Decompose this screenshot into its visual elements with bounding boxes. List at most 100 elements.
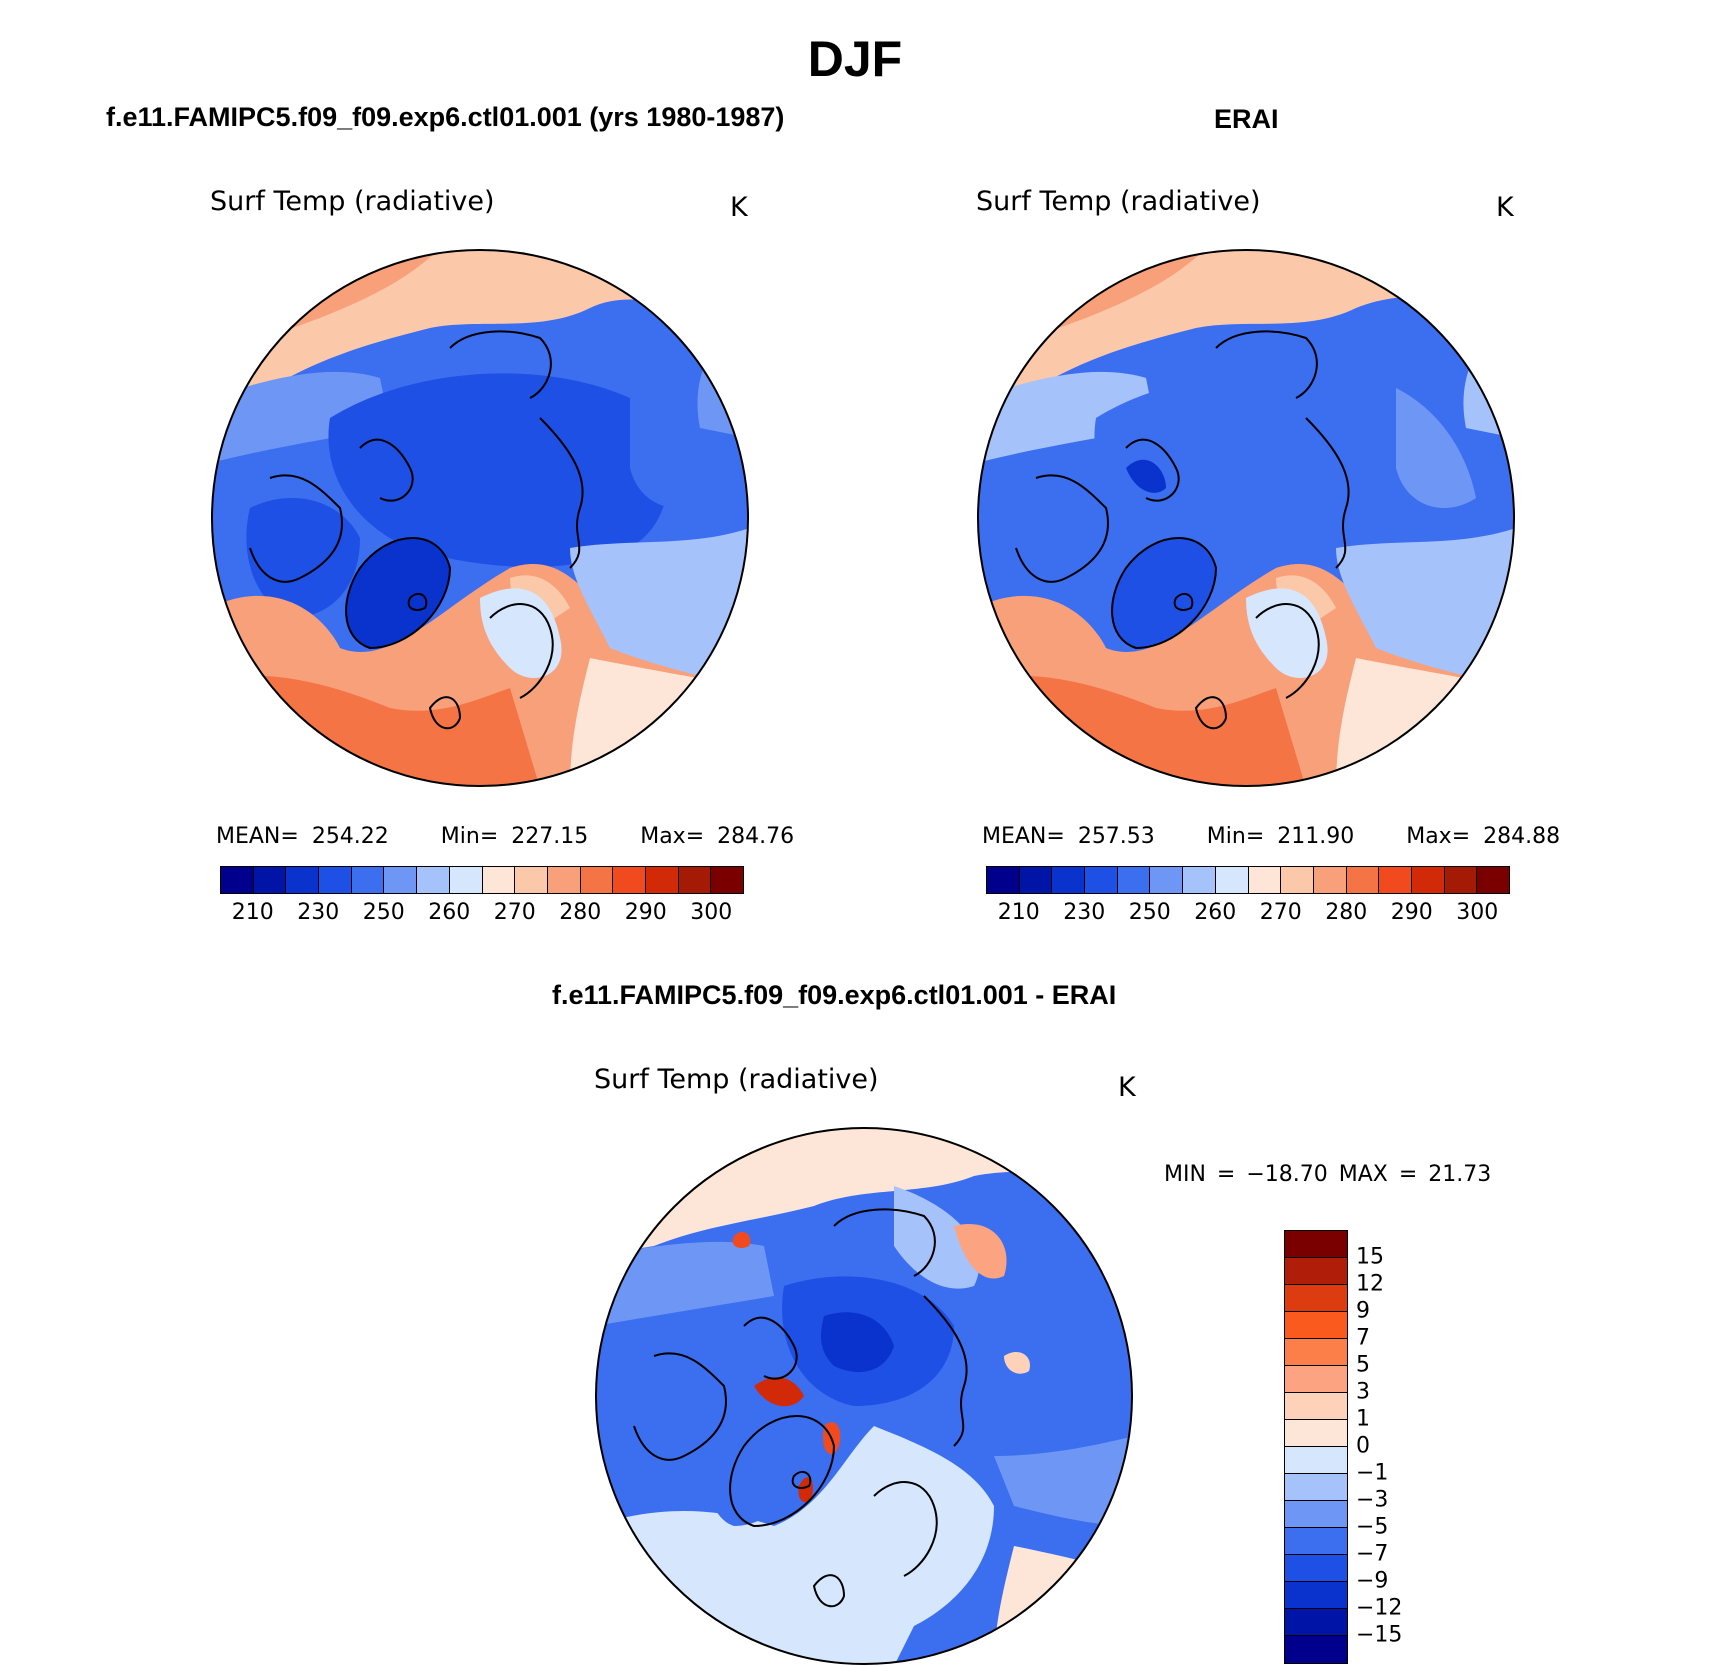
panel-2-colorbar-swatch	[1313, 867, 1347, 893]
diff-colorbar-swatch	[1285, 1393, 1347, 1420]
panel-2-colorbar-tick-label: 300	[1456, 900, 1499, 925]
diff-colorbar-tick-label: −5	[1356, 1514, 1389, 1540]
panel-1-colorbar-swatch	[645, 867, 679, 893]
diff-colorbar-tick-label: −3	[1356, 1487, 1389, 1513]
panel-1-colorbar-swatch	[547, 867, 581, 893]
panel-2-colorbar-tick-label: 260	[1194, 900, 1237, 925]
panel-2-colorbar-swatch	[1248, 867, 1282, 893]
panel-2-colorbar-swatch	[1019, 867, 1053, 893]
diff-colorbar-swatch	[1285, 1231, 1347, 1258]
panel-2-title: ERAI	[1214, 104, 1279, 134]
diff-colorbar-tick-label: 5	[1356, 1352, 1370, 1378]
panel-1-colorbar-tick-label: 250	[362, 900, 405, 925]
panel-2-colorbar-swatch	[1444, 867, 1478, 893]
diff-panel-variable-label: Surf Temp (radiative)	[594, 1064, 879, 1095]
diff-colorbar-tick-label: −9	[1356, 1568, 1389, 1594]
diff-colorbar-swatch	[1285, 1582, 1347, 1609]
diff-colorbar-swatch	[1285, 1474, 1347, 1501]
panel-1-colorbar-tick-label: 210	[231, 900, 274, 925]
panel-1-max: Max= 284.76	[640, 824, 795, 849]
panel-2-colorbar-ticks: 210 230 250 260 270 280 290 300	[986, 900, 1510, 930]
panel-2-colorbar-tick-label: 250	[1128, 900, 1171, 925]
diff-colorbar-swatch	[1285, 1420, 1347, 1447]
panel-1-colorbar	[220, 866, 744, 894]
panel-2-mean: MEAN= 257.53	[982, 824, 1155, 849]
diff-colorbar-swatch	[1285, 1312, 1347, 1339]
diff-colorbar	[1284, 1230, 1348, 1664]
diff-colorbar-swatch	[1285, 1555, 1347, 1582]
panel-2-colorbar-swatch	[1281, 867, 1314, 893]
diff-colorbar-swatch	[1285, 1366, 1347, 1393]
diff-colorbar-tick-label: 7	[1356, 1325, 1370, 1351]
panel-1-min: Min= 227.15	[440, 824, 589, 849]
panel-1-polar-map	[211, 249, 749, 787]
panel-1-colorbar-swatch	[221, 867, 254, 893]
panel-1-colorbar-swatch	[319, 867, 352, 893]
panel-2-min: Min= 211.90	[1206, 824, 1355, 849]
diff-colorbar-ticks: 15 12 9 7 5 3 1 0 −1 −3 −5 −7 −9 −12 −15	[1356, 1230, 1436, 1662]
panel-2-colorbar-swatch	[1215, 867, 1249, 893]
panel-1-colorbar-swatch	[286, 867, 320, 893]
panel-2-colorbar-swatch	[1477, 867, 1509, 893]
diff-colorbar-tick-label: 15	[1356, 1244, 1384, 1270]
panel-2-colorbar-swatch	[1346, 867, 1380, 893]
panel-2-stats: MEAN= 257.53 Min= 211.90 Max= 284.88	[982, 824, 1560, 849]
diff-panel-units-label: K	[1118, 1072, 1136, 1103]
diff-colorbar-swatch	[1285, 1528, 1347, 1555]
diff-colorbar-tick-label: 12	[1356, 1271, 1384, 1297]
panel-2-colorbar-swatch	[1150, 867, 1184, 893]
panel-1-colorbar-tick-label: 260	[428, 900, 471, 925]
panel-2-variable-label: Surf Temp (radiative)	[976, 186, 1261, 217]
panel-1-colorbar-tick-label: 290	[624, 900, 667, 925]
panel-2-colorbar-tick-label: 280	[1325, 900, 1368, 925]
panel-1-colorbar-swatch	[351, 867, 385, 893]
diff-colorbar-swatch	[1285, 1447, 1347, 1474]
panel-1-title: f.e11.FAMIPC5.f09_f09.exp6.ctl01.001 (yr…	[106, 102, 785, 132]
panel-1-variable-label: Surf Temp (radiative)	[210, 186, 495, 217]
panel-1-colorbar-tick-label: 280	[559, 900, 602, 925]
diff-colorbar-swatch	[1285, 1339, 1347, 1366]
panel-1-mean: MEAN= 254.22	[216, 824, 389, 849]
diff-colorbar-swatch	[1285, 1285, 1347, 1312]
panel-2-colorbar-tick-label: 270	[1259, 900, 1302, 925]
panel-1-colorbar-swatch	[482, 867, 516, 893]
diff-colorbar-tick-label: 0	[1356, 1433, 1370, 1459]
panel-2-colorbar-swatch	[1183, 867, 1216, 893]
panel-1-colorbar-swatch	[613, 867, 646, 893]
diff-colorbar-tick-label: 1	[1356, 1406, 1370, 1432]
diff-colorbar-swatch	[1285, 1258, 1347, 1285]
diff-colorbar-tick-label: −15	[1356, 1622, 1403, 1648]
diff-colorbar-swatch	[1285, 1501, 1347, 1528]
panel-1-colorbar-swatch	[417, 867, 450, 893]
panel-1-colorbar-swatch	[253, 867, 287, 893]
panel-2-max: Max= 284.88	[1406, 824, 1561, 849]
panel-1-colorbar-swatch	[678, 867, 712, 893]
diff-panel-polar-map	[595, 1127, 1133, 1665]
panel-1-colorbar-tick-label: 270	[493, 900, 536, 925]
figure-title: DJF	[807, 31, 903, 87]
panel-1-colorbar-swatch	[384, 867, 418, 893]
panel-2-units-label: K	[1496, 192, 1514, 223]
panel-2-colorbar-swatch	[987, 867, 1020, 893]
diff-colorbar-tick-label: 9	[1356, 1298, 1370, 1324]
panel-1-colorbar-ticks: 210 230 250 260 270 280 290 300	[220, 900, 744, 930]
diff-colorbar-tick-label: −7	[1356, 1541, 1389, 1567]
diff-colorbar-tick-label: −1	[1356, 1460, 1389, 1486]
diff-colorbar-tick-label: −12	[1356, 1595, 1403, 1621]
diff-colorbar-tick-label: 3	[1356, 1379, 1370, 1405]
panel-1-stats: MEAN= 254.22 Min= 227.15 Max= 284.76	[216, 824, 794, 849]
panel-2-colorbar-swatch	[1085, 867, 1118, 893]
panel-2-colorbar-tick-label: 290	[1390, 900, 1433, 925]
panel-1-colorbar-swatch	[580, 867, 614, 893]
panel-1-colorbar-swatch	[515, 867, 548, 893]
panel-2-colorbar	[986, 866, 1510, 894]
panel-2-colorbar-swatch	[1117, 867, 1151, 893]
panel-2-colorbar-swatch	[1379, 867, 1412, 893]
panel-2-polar-map	[977, 249, 1515, 787]
diff-colorbar-swatch	[1285, 1609, 1347, 1636]
panel-1-units-label: K	[730, 192, 748, 223]
panel-2-colorbar-swatch	[1411, 867, 1445, 893]
panel-1-colorbar-swatch	[711, 867, 743, 893]
panel-1-colorbar-tick-label: 300	[690, 900, 733, 925]
panel-1-colorbar-swatch	[449, 867, 483, 893]
